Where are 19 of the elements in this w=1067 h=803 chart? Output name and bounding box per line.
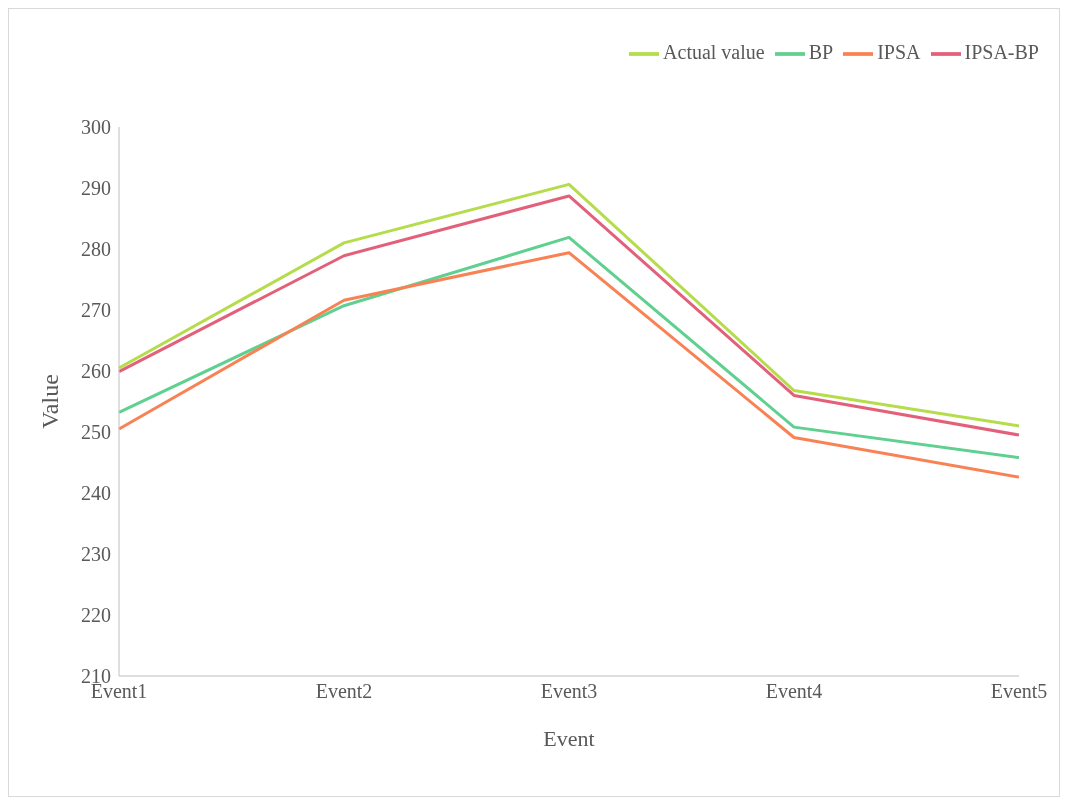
legend-label: BP bbox=[808, 40, 834, 63]
y-tick-label: 220 bbox=[81, 604, 111, 627]
y-tick-label: 240 bbox=[81, 482, 111, 505]
x-tick-label: Event2 bbox=[315, 680, 373, 703]
y-tick-label: 250 bbox=[81, 421, 111, 444]
y-tick-label: 260 bbox=[81, 360, 111, 383]
y-tick-label: 270 bbox=[81, 299, 111, 322]
y-tick-label: 280 bbox=[81, 238, 111, 261]
x-tick-label: Event3 bbox=[540, 680, 598, 703]
legend-label: Actual value bbox=[663, 40, 765, 63]
x-tick-label: Event4 bbox=[765, 680, 823, 703]
x-axis-title: Event bbox=[543, 726, 595, 751]
y-tick-label: 300 bbox=[81, 116, 111, 139]
legend-label: IPSA-BP bbox=[964, 40, 1039, 63]
y-axis-title: Value bbox=[36, 374, 63, 429]
y-tick-label: 290 bbox=[81, 177, 111, 200]
legend-label: IPSA bbox=[877, 40, 921, 63]
x-tick-label: Event5 bbox=[990, 680, 1048, 703]
y-tick-label: 230 bbox=[81, 543, 111, 566]
